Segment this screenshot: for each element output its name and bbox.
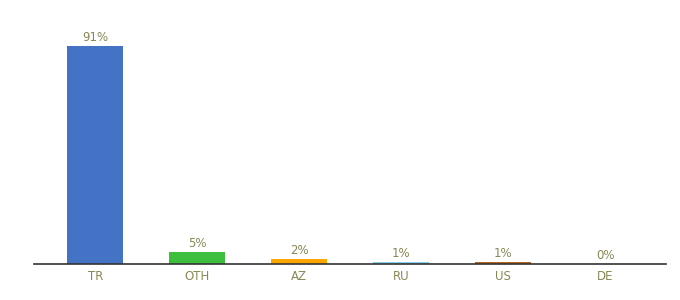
Bar <box>67 46 123 264</box>
Bar <box>271 259 327 264</box>
Text: 1%: 1% <box>392 247 411 260</box>
Text: 5%: 5% <box>188 237 207 250</box>
Bar <box>169 252 225 264</box>
Text: 2%: 2% <box>290 244 309 257</box>
Text: 0%: 0% <box>596 249 615 262</box>
Text: 91%: 91% <box>82 31 108 44</box>
Bar <box>373 262 429 264</box>
Bar <box>475 262 531 264</box>
Text: 1%: 1% <box>494 247 513 260</box>
